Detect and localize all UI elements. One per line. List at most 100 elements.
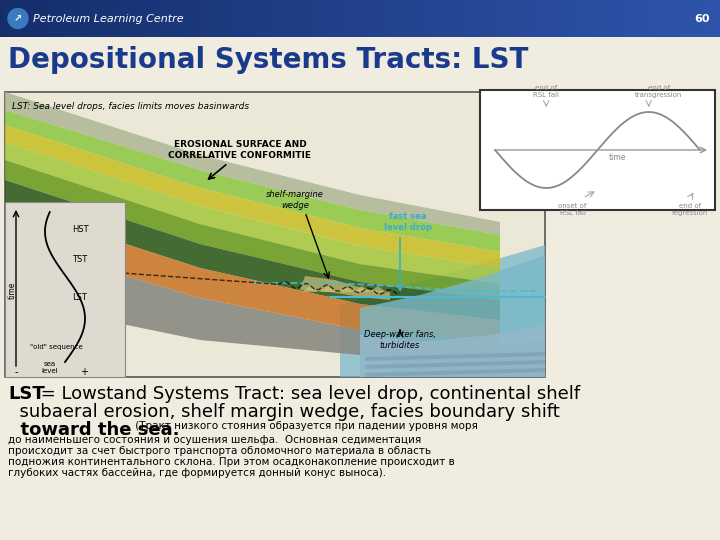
Bar [471, 0, 472, 37]
Bar [599, 0, 600, 37]
Polygon shape [390, 340, 545, 377]
Bar [660, 0, 661, 37]
Bar [203, 0, 204, 37]
Bar [458, 0, 459, 37]
Bar [574, 0, 575, 37]
Bar [119, 0, 120, 37]
Bar [291, 0, 292, 37]
FancyBboxPatch shape [5, 202, 125, 377]
Bar [42, 0, 43, 37]
Bar [474, 0, 475, 37]
Bar [663, 0, 664, 37]
Bar [366, 0, 367, 37]
Bar [190, 0, 191, 37]
Bar [307, 0, 308, 37]
Bar [545, 0, 546, 37]
Bar [312, 0, 313, 37]
Bar [235, 0, 236, 37]
Bar [506, 0, 507, 37]
Bar [314, 0, 315, 37]
Bar [645, 0, 646, 37]
Bar [30, 0, 31, 37]
Bar [189, 0, 190, 37]
Bar [319, 0, 320, 37]
Bar [56, 0, 57, 37]
Text: time: time [7, 281, 17, 299]
Bar [459, 0, 460, 37]
Bar [453, 0, 454, 37]
Text: (Тракт низкого стояния образуется при падении уровня моря: (Тракт низкого стояния образуется при па… [132, 421, 478, 431]
Bar [176, 0, 177, 37]
Bar [339, 0, 340, 37]
Bar [609, 0, 610, 37]
Text: +: + [80, 367, 88, 377]
Bar [568, 0, 569, 37]
Bar [46, 0, 47, 37]
Bar [556, 0, 557, 37]
Bar [108, 0, 109, 37]
Bar [470, 0, 471, 37]
Bar [637, 0, 638, 37]
Bar [372, 0, 373, 37]
Bar [629, 0, 630, 37]
Bar [482, 0, 483, 37]
Bar [5, 0, 6, 37]
Bar [93, 0, 94, 37]
Bar [317, 0, 318, 37]
Bar [304, 0, 305, 37]
Bar [342, 0, 343, 37]
Bar [292, 0, 293, 37]
Bar [174, 0, 175, 37]
Bar [419, 0, 420, 37]
Bar [388, 0, 389, 37]
Bar [19, 0, 20, 37]
Bar [298, 0, 299, 37]
Bar [287, 0, 288, 37]
Bar [352, 0, 353, 37]
Bar [594, 0, 595, 37]
Bar [163, 0, 164, 37]
Bar [675, 0, 676, 37]
Bar [634, 0, 635, 37]
Bar [508, 0, 509, 37]
Bar [695, 0, 696, 37]
Bar [665, 0, 666, 37]
Bar [252, 0, 253, 37]
Bar [582, 0, 583, 37]
Bar [130, 0, 131, 37]
Bar [92, 0, 93, 37]
Bar [85, 0, 86, 37]
Bar [548, 0, 549, 37]
Bar [167, 0, 168, 37]
Bar [247, 0, 248, 37]
Bar [377, 0, 378, 37]
Bar [443, 0, 444, 37]
Bar [562, 0, 563, 37]
Bar [356, 0, 357, 37]
Bar [649, 0, 650, 37]
Bar [682, 0, 683, 37]
Bar [490, 0, 491, 37]
Bar [395, 0, 396, 37]
Bar [87, 0, 88, 37]
Bar [231, 0, 232, 37]
Bar [23, 0, 24, 37]
Bar [683, 0, 684, 37]
Bar [204, 0, 205, 37]
Bar [477, 0, 478, 37]
Bar [578, 0, 579, 37]
Bar [357, 0, 358, 37]
Bar [653, 0, 654, 37]
Bar [78, 0, 79, 37]
Bar [371, 0, 372, 37]
Bar [258, 0, 259, 37]
Bar [478, 0, 479, 37]
Bar [158, 0, 159, 37]
Bar [400, 0, 401, 37]
Bar [514, 0, 515, 37]
Bar [415, 0, 416, 37]
Bar [330, 0, 331, 37]
Text: end of
RSL fall: end of RSL fall [534, 85, 559, 98]
Bar [437, 0, 438, 37]
Bar [2, 0, 3, 37]
